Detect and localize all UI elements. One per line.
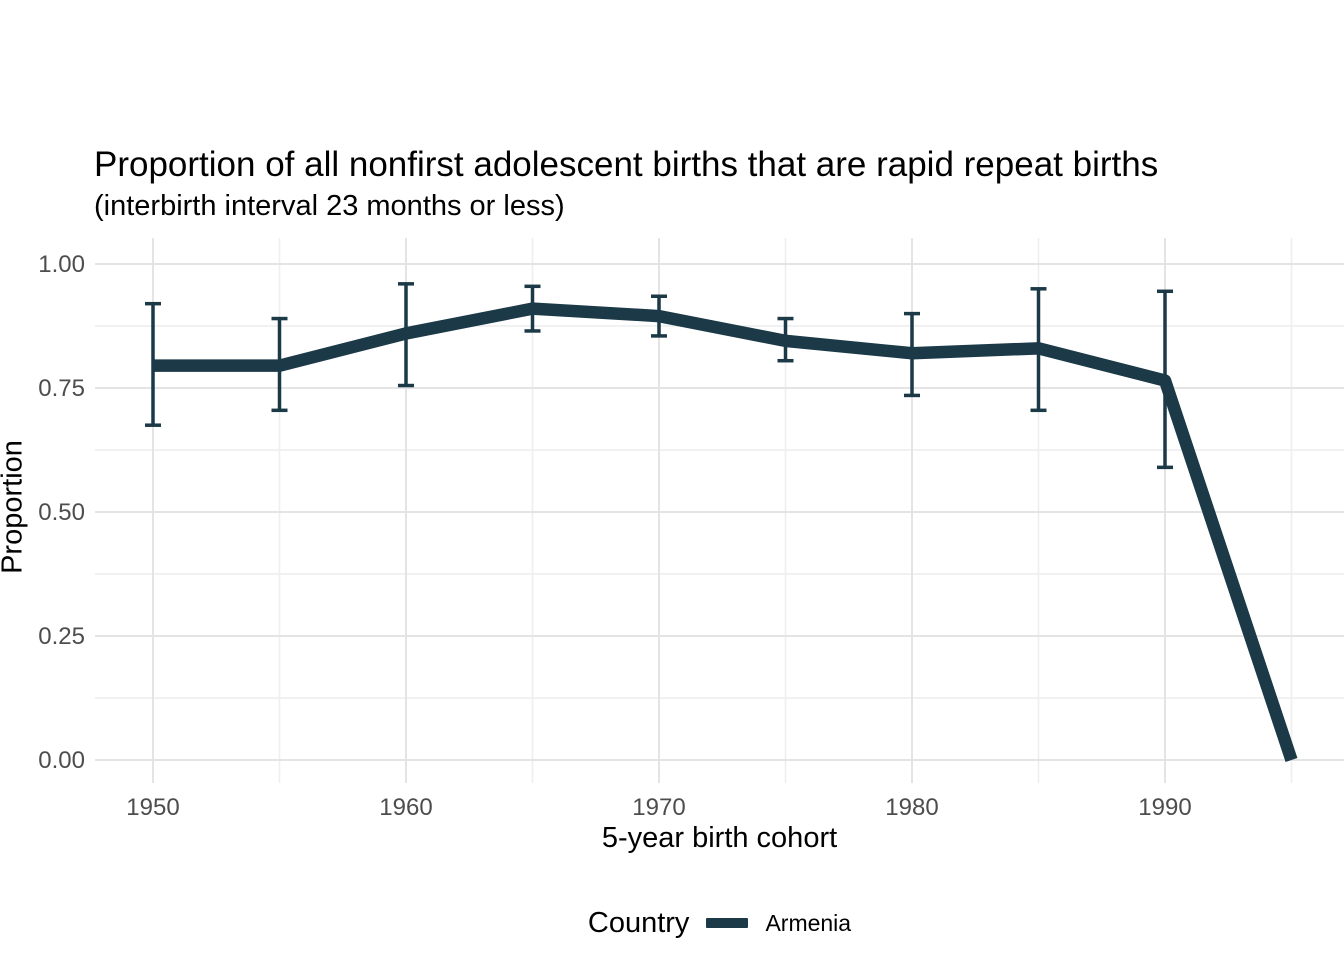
series-line-armenia xyxy=(153,302,1298,762)
x-tick-label: 1950 xyxy=(126,794,179,821)
x-tick-label: 1970 xyxy=(632,794,685,821)
x-tick-label: 1990 xyxy=(1138,794,1191,821)
legend: Country Armenia xyxy=(95,903,1344,943)
y-tick-label: 0.25 xyxy=(38,623,85,650)
legend-label-armenia: Armenia xyxy=(765,909,852,936)
legend-title: Country xyxy=(587,906,690,939)
chart-title: Proportion of all nonfirst adolescent bi… xyxy=(94,145,1159,184)
y-axis-title: Proportion xyxy=(0,440,29,574)
x-tick-label: 1980 xyxy=(885,794,938,821)
y-tick-label: 0.75 xyxy=(38,375,85,402)
y-tick-label: 0.50 xyxy=(38,499,85,526)
y-tick-label: 0.00 xyxy=(38,747,85,774)
x-tick-label: 1960 xyxy=(379,794,432,821)
x-axis-title: 5-year birth cohort xyxy=(601,822,838,854)
y-tick-label: 1.00 xyxy=(38,251,85,278)
legend-swatch-armenia xyxy=(706,918,749,928)
chart-subtitle: (interbirth interval 23 months or less) xyxy=(94,190,565,222)
